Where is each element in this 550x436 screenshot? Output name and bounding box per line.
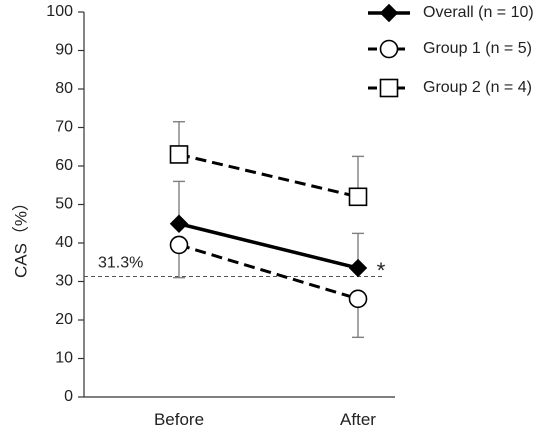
data-point <box>348 187 368 207</box>
y-tick-label: 50 <box>55 196 73 213</box>
data-point <box>348 289 368 309</box>
legend: Overall (n = 10) Group 1 (n = 5) Group 2 (… <box>368 3 534 98</box>
data-point <box>169 214 189 233</box>
legend-item: Group 2 (n = 4) <box>368 78 532 98</box>
legend-label: Group 1 (n = 5) <box>423 40 532 57</box>
series-line <box>178 222 359 270</box>
legend-marker <box>379 78 399 98</box>
legend-marker <box>379 39 399 59</box>
data-point <box>169 145 189 164</box>
significance-mark: * <box>377 258 386 283</box>
data-point <box>348 258 368 278</box>
y-tick-label: 90 <box>55 42 73 59</box>
series-line <box>178 152 359 199</box>
legend-label: Group 2 (n = 4) <box>423 79 532 96</box>
legend-item: Overall (n = 10) <box>368 3 534 23</box>
y-tick-label: 10 <box>55 350 73 367</box>
y-tick-label: 30 <box>55 273 73 290</box>
plot-area: 0 10 20 30 40 50 60 70 80 90 100 Before After 31.3% * <box>46 3 395 429</box>
legend-item: Group 1 (n = 5) <box>368 39 532 59</box>
y-tick-label: 40 <box>55 234 73 251</box>
reference-line-label: 31.3% <box>98 254 143 271</box>
x-category-label: Before <box>154 410 204 429</box>
legend-marker <box>379 3 399 23</box>
y-tick-label: 20 <box>55 311 73 328</box>
y-tick-label: 70 <box>55 119 73 136</box>
y-tick-label: 100 <box>46 3 73 20</box>
y-tick-label: 60 <box>55 157 73 174</box>
y-tick-label: 0 <box>64 388 73 405</box>
x-category-label: After <box>340 410 376 429</box>
data-point <box>169 235 189 255</box>
y-axis-title: CAS（%） <box>11 194 30 278</box>
legend-label: Overall (n = 10) <box>423 4 534 21</box>
series-line <box>178 243 359 301</box>
y-tick-label: 80 <box>55 80 73 97</box>
